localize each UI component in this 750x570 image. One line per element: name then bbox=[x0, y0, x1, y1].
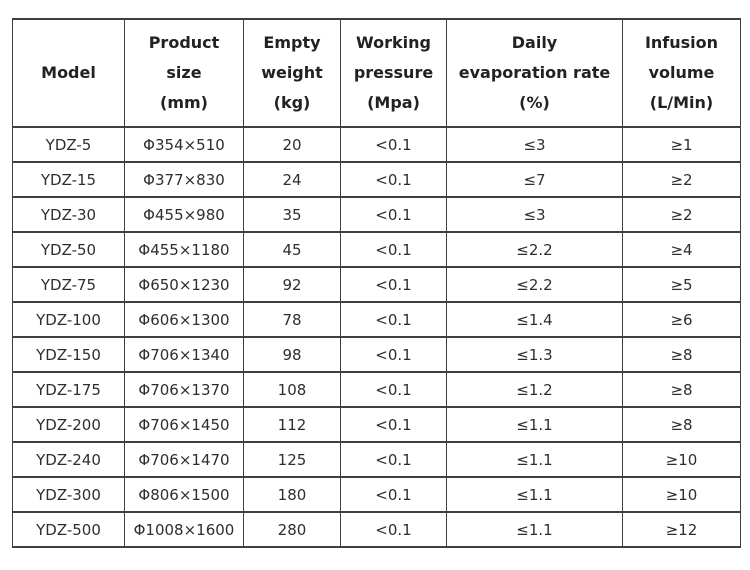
column-header-3: Working pressure (Mpa) bbox=[340, 18, 447, 128]
table-cell: <0.1 bbox=[340, 336, 447, 373]
table-body: YDZ-5 Φ354×510 20 <0.1 ≤3 ≥1 YDZ-15 Φ377×830 24 <… bbox=[12, 126, 741, 548]
table-cell: ≤1.2 bbox=[446, 371, 623, 408]
table-cell: <0.1 bbox=[340, 231, 447, 268]
table-cell: ≥6 bbox=[622, 301, 741, 338]
table-row: YDZ-75 Φ650×1230 92 <0.1 ≤2.2 ≥5 bbox=[12, 266, 741, 303]
column-header-2: Empty weight (kg) bbox=[243, 18, 341, 128]
table-cell: <0.1 bbox=[340, 511, 447, 548]
table-cell: <0.1 bbox=[340, 406, 447, 443]
table-cell: YDZ-100 bbox=[12, 301, 125, 338]
table-row: YDZ-500 Φ1008×1600 280 <0.1 ≤1.1 ≥12 bbox=[12, 511, 741, 548]
table-cell: ≤3 bbox=[446, 196, 623, 233]
table-cell: Φ650×1230 bbox=[124, 266, 244, 303]
column-header-5: Infusion volume (L/Min) bbox=[622, 18, 741, 128]
table-cell: 92 bbox=[243, 266, 341, 303]
table-cell: Φ706×1450 bbox=[124, 406, 244, 443]
column-header-1: Product size (mm) bbox=[124, 18, 244, 128]
table-cell: Φ706×1340 bbox=[124, 336, 244, 373]
table-cell: <0.1 bbox=[340, 476, 447, 513]
table-cell: YDZ-75 bbox=[12, 266, 125, 303]
table-cell: YDZ-500 bbox=[12, 511, 125, 548]
table-cell: <0.1 bbox=[340, 196, 447, 233]
table-row: YDZ-240 Φ706×1470 125 <0.1 ≤1.1 ≥10 bbox=[12, 441, 741, 478]
table-cell: Φ354×510 bbox=[124, 126, 244, 163]
table-cell: ≥10 bbox=[622, 476, 741, 513]
table-cell: 108 bbox=[243, 371, 341, 408]
table-cell: ≥12 bbox=[622, 511, 741, 548]
column-header-0: Model bbox=[12, 18, 125, 128]
column-header-4: Daily evaporation rate (%) bbox=[446, 18, 623, 128]
table-cell: YDZ-175 bbox=[12, 371, 125, 408]
table-row: YDZ-200 Φ706×1450 112 <0.1 ≤1.1 ≥8 bbox=[12, 406, 741, 443]
table-cell: ≤1.3 bbox=[446, 336, 623, 373]
table-cell: 112 bbox=[243, 406, 341, 443]
table-row: YDZ-150 Φ706×1340 98 <0.1 ≤1.3 ≥8 bbox=[12, 336, 741, 373]
table-cell: ≥1 bbox=[622, 126, 741, 163]
table-cell: YDZ-50 bbox=[12, 231, 125, 268]
table-cell: ≤1.4 bbox=[446, 301, 623, 338]
table-cell: ≤2.2 bbox=[446, 266, 623, 303]
table-cell: ≥8 bbox=[622, 406, 741, 443]
table-cell: 180 bbox=[243, 476, 341, 513]
table-cell: YDZ-30 bbox=[12, 196, 125, 233]
table-cell: ≥8 bbox=[622, 371, 741, 408]
table-cell: 24 bbox=[243, 161, 341, 198]
table-cell: ≥10 bbox=[622, 441, 741, 478]
table-cell: Φ455×980 bbox=[124, 196, 244, 233]
table-cell: <0.1 bbox=[340, 126, 447, 163]
table-row: YDZ-15 Φ377×830 24 <0.1 ≤7 ≥2 bbox=[12, 161, 741, 198]
table-cell: ≤7 bbox=[446, 161, 623, 198]
table-cell: YDZ-5 bbox=[12, 126, 125, 163]
table-cell: Φ377×830 bbox=[124, 161, 244, 198]
table-cell: YDZ-240 bbox=[12, 441, 125, 478]
table-row: YDZ-5 Φ354×510 20 <0.1 ≤3 ≥1 bbox=[12, 126, 741, 163]
table-cell: 125 bbox=[243, 441, 341, 478]
table-cell: Φ1008×1600 bbox=[124, 511, 244, 548]
table-cell: 35 bbox=[243, 196, 341, 233]
table-cell: ≥2 bbox=[622, 196, 741, 233]
table-cell: ≥8 bbox=[622, 336, 741, 373]
table-cell: 280 bbox=[243, 511, 341, 548]
table-cell: ≤2.2 bbox=[446, 231, 623, 268]
table-cell: <0.1 bbox=[340, 371, 447, 408]
table-cell: ≥2 bbox=[622, 161, 741, 198]
table-cell: 20 bbox=[243, 126, 341, 163]
table-row: YDZ-100 Φ606×1300 78 <0.1 ≤1.4 ≥6 bbox=[12, 301, 741, 338]
table-cell: Φ706×1470 bbox=[124, 441, 244, 478]
table-cell: ≥4 bbox=[622, 231, 741, 268]
table-cell: ≤1.1 bbox=[446, 476, 623, 513]
table-cell: <0.1 bbox=[340, 161, 447, 198]
table-cell: Φ455×1180 bbox=[124, 231, 244, 268]
table-cell: 78 bbox=[243, 301, 341, 338]
table-cell: Φ606×1300 bbox=[124, 301, 244, 338]
table-cell: YDZ-15 bbox=[12, 161, 125, 198]
table-cell: ≤3 bbox=[446, 126, 623, 163]
table-cell: ≤1.1 bbox=[446, 441, 623, 478]
table-cell: Φ806×1500 bbox=[124, 476, 244, 513]
table-cell: ≤1.1 bbox=[446, 406, 623, 443]
table-cell: YDZ-150 bbox=[12, 336, 125, 373]
table-cell: <0.1 bbox=[340, 266, 447, 303]
table-row: YDZ-30 Φ455×980 35 <0.1 ≤3 ≥2 bbox=[12, 196, 741, 233]
table-cell: 45 bbox=[243, 231, 341, 268]
table-row: YDZ-50 Φ455×1180 45 <0.1 ≤2.2 ≥4 bbox=[12, 231, 741, 268]
table-cell: YDZ-300 bbox=[12, 476, 125, 513]
table-cell: 98 bbox=[243, 336, 341, 373]
table-cell: Φ706×1370 bbox=[124, 371, 244, 408]
header-row: Model Product size (mm) Empty weight (kg) W… bbox=[12, 18, 741, 128]
table-cell: ≤1.1 bbox=[446, 511, 623, 548]
table-cell: <0.1 bbox=[340, 301, 447, 338]
product-spec-table: Model Product size (mm) Empty weight (kg) W… bbox=[12, 18, 741, 548]
table-cell: <0.1 bbox=[340, 441, 447, 478]
table-row: YDZ-175 Φ706×1370 108 <0.1 ≤1.2 ≥8 bbox=[12, 371, 741, 408]
table-row: YDZ-300 Φ806×1500 180 <0.1 ≤1.1 ≥10 bbox=[12, 476, 741, 513]
table-cell: YDZ-200 bbox=[12, 406, 125, 443]
table-cell: ≥5 bbox=[622, 266, 741, 303]
